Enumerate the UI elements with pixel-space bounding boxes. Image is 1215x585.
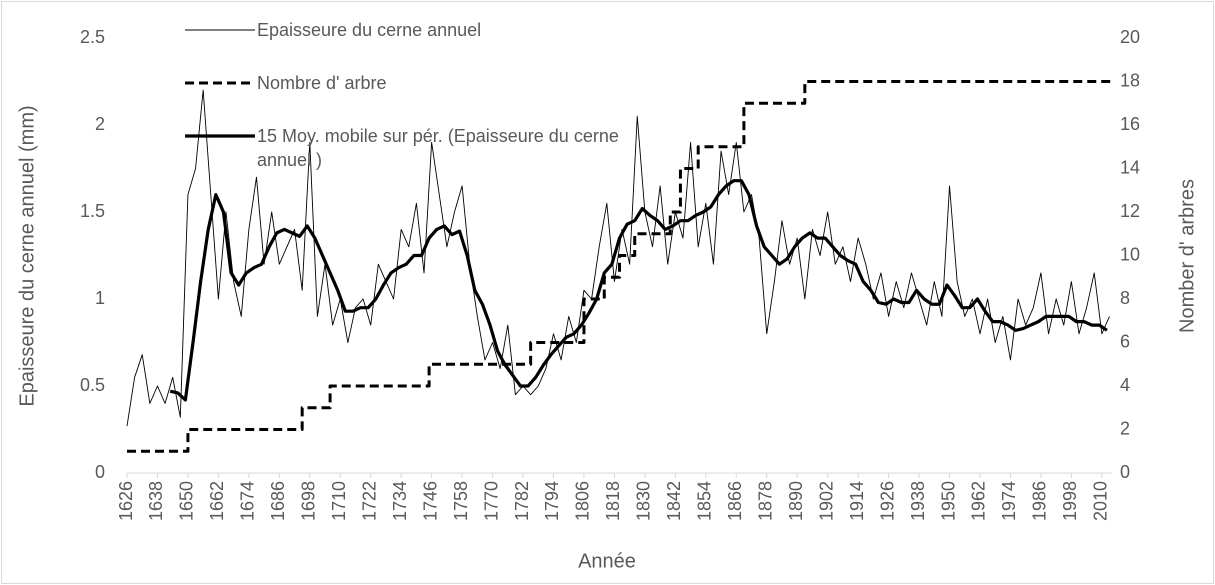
x-tick-label: 1650 (177, 481, 197, 521)
legend-item: Epaisseure du cerne annuel (185, 18, 627, 42)
x-tick-label: 1950 (938, 481, 958, 521)
legend-item: 15 Moy. mobile sur pér. (Epaisseure du c… (185, 124, 627, 172)
legend-swatch (185, 81, 255, 85)
x-tick-label: 1722 (359, 481, 379, 521)
x-tick-label: 1986 (1030, 481, 1050, 521)
data-line (169, 179, 1108, 402)
x-tick-label: 1794 (542, 481, 562, 521)
y2-tick-label: 0 (1120, 462, 1130, 482)
y2-tick-label: 16 (1120, 114, 1140, 134)
x-tick-label: 1866 (725, 481, 745, 521)
x-tick-label: 1770 (481, 481, 501, 521)
data-line (127, 80, 1112, 453)
y2-tick-label: 2 (1120, 418, 1130, 438)
x-tick-label: 1698 (299, 481, 319, 521)
x-tick-label: 1902 (816, 481, 836, 521)
x-tick-label: 1974 (999, 481, 1019, 521)
y-tick-label: 1 (95, 288, 105, 308)
y2-tick-label: 18 (1120, 70, 1140, 90)
x-tick-label: 1626 (116, 481, 136, 521)
x-tick-label: 1998 (1060, 481, 1080, 521)
y-tick-label: 0.5 (80, 375, 105, 395)
legend-label: Epaisseure du cerne annuel (257, 20, 482, 40)
x-tick-label: 1878 (755, 481, 775, 521)
y2-tick-label: 14 (1120, 157, 1140, 177)
legend-item: Nombre d' arbre (185, 71, 627, 95)
x-tick-label: 1734 (390, 481, 410, 521)
x-axis-title: Année (578, 550, 636, 572)
x-tick-label: 1818 (603, 481, 623, 521)
x-tick-label: 1782 (512, 481, 532, 521)
y-tick-label: 0 (95, 462, 105, 482)
x-tick-label: 1854 (695, 481, 715, 521)
y2-tick-label: 6 (1120, 331, 1130, 351)
x-tick-label: 1686 (268, 481, 288, 521)
x-tick-label: 2010 (1091, 481, 1111, 521)
y-axis-title: Epaisseure du cerne annuel (mm) (16, 105, 38, 406)
x-tick-label: 1710 (329, 481, 349, 521)
x-tick-label: 1830 (634, 481, 654, 521)
x-tick-label: 1806 (573, 481, 593, 521)
x-tick-label: 1662 (207, 481, 227, 521)
y2-axis-title: Nomber d' arbres (1176, 179, 1198, 333)
x-tick-label: 1674 (238, 481, 258, 521)
x-tick-label: 1890 (786, 481, 806, 521)
x-tick-label: 1638 (146, 481, 166, 521)
y-tick-label: 2.5 (80, 27, 105, 47)
y2-tick-label: 8 (1120, 288, 1130, 308)
x-tick-label: 1914 (847, 481, 867, 521)
x-tick-label: 1962 (969, 481, 989, 521)
y-tick-label: 1.5 (80, 201, 105, 221)
x-tick-label: 1938 (908, 481, 928, 521)
legend-label: Nombre d' arbre (257, 73, 387, 93)
x-tick-label: 1926 (877, 481, 897, 521)
legend-swatch (185, 29, 255, 31)
legend-swatch (185, 134, 255, 138)
legend-label: 15 Moy. mobile sur pér. (Epaisseure du c… (257, 126, 619, 170)
y2-tick-label: 10 (1120, 244, 1140, 264)
x-tick-label: 1758 (451, 481, 471, 521)
y-tick-label: 2 (95, 114, 105, 134)
y2-tick-label: 12 (1120, 201, 1140, 221)
x-tick-label: 1842 (664, 481, 684, 521)
y2-tick-label: 20 (1120, 27, 1140, 47)
x-tick-label: 1746 (420, 481, 440, 521)
y2-tick-label: 4 (1120, 375, 1130, 395)
